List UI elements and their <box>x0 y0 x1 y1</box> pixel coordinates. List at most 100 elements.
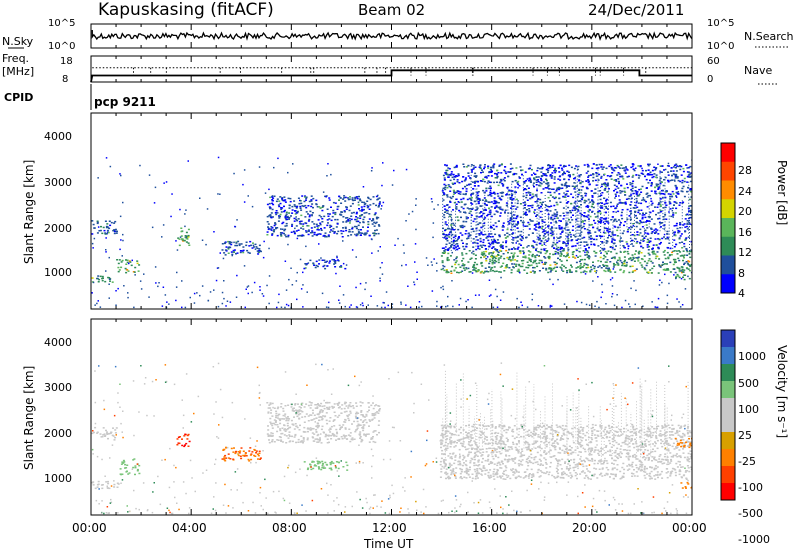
range-cell <box>161 305 164 307</box>
range-cell <box>459 225 462 227</box>
range-cell <box>537 305 540 307</box>
range-cell <box>300 435 303 437</box>
range-cell <box>234 244 237 247</box>
range-cell <box>279 233 282 236</box>
range-cell <box>592 280 594 282</box>
range-cell <box>641 169 644 172</box>
range-cell <box>495 270 498 272</box>
range-cell <box>531 196 534 199</box>
range-cell <box>587 166 590 168</box>
range-cell <box>686 181 689 183</box>
range-cell <box>681 270 684 272</box>
freq-tick-top: 18 <box>60 56 73 67</box>
range-cell <box>379 280 381 282</box>
range-cell <box>545 178 548 180</box>
range-cell <box>689 223 692 225</box>
range-cell <box>112 229 114 232</box>
range-cell <box>473 185 476 187</box>
range-cell <box>563 184 566 187</box>
range-cell <box>605 217 608 219</box>
range-cell <box>689 175 692 178</box>
range-cell <box>97 281 100 283</box>
range-cell <box>658 264 661 266</box>
range-cell <box>637 260 640 262</box>
range-cell <box>489 211 492 213</box>
range-cell <box>631 163 634 165</box>
range-cell <box>367 205 370 208</box>
range-cell <box>441 247 444 249</box>
range-cell <box>329 427 332 430</box>
range-cell <box>511 180 514 183</box>
range-cell <box>501 247 504 249</box>
range-cell <box>570 236 572 238</box>
range-cell <box>271 208 274 211</box>
range-cell <box>549 210 552 212</box>
range-cell <box>371 167 373 169</box>
range-cell <box>645 169 647 172</box>
range-cell <box>493 181 496 184</box>
range-cell <box>512 254 515 256</box>
range-cell <box>187 234 190 237</box>
range-cell <box>482 239 485 241</box>
range-cell <box>655 176 658 178</box>
range-cell <box>270 212 273 214</box>
range-cell <box>433 208 435 210</box>
range-cell <box>597 260 600 262</box>
range-cell <box>302 228 305 230</box>
range-cell <box>616 235 619 237</box>
range-cell <box>658 179 661 182</box>
range-cell <box>528 223 531 226</box>
range-cell <box>365 421 368 424</box>
range-cell <box>229 301 232 303</box>
range-cell <box>273 224 276 227</box>
range-cell <box>656 255 659 258</box>
range-cell <box>372 202 375 205</box>
range-cell <box>474 180 477 183</box>
range-cell <box>316 407 319 409</box>
range-cell <box>587 255 590 257</box>
range-cell <box>558 227 561 229</box>
range-cell <box>528 258 531 260</box>
range-cell <box>658 202 660 204</box>
range-cell <box>473 241 476 244</box>
range-cell <box>629 306 631 308</box>
range-cell <box>566 190 569 192</box>
range-cell <box>370 295 372 297</box>
range-cell <box>469 177 472 180</box>
range-cell <box>446 173 449 176</box>
range-cell <box>529 164 532 167</box>
range-cell <box>223 252 226 254</box>
range-cell <box>562 195 565 198</box>
range-cell <box>92 484 95 486</box>
range-cell <box>605 261 608 263</box>
range-cell <box>516 227 519 229</box>
range-cell <box>611 216 614 218</box>
range-cell <box>148 296 150 298</box>
range-cell <box>537 180 540 183</box>
range-cell <box>279 202 282 205</box>
range-cell <box>354 430 357 433</box>
range-cell <box>355 413 358 415</box>
range-cell <box>657 183 660 186</box>
range-cell <box>664 257 667 260</box>
range-cell <box>333 425 336 427</box>
range-cell <box>567 242 569 244</box>
range-cell <box>573 188 576 190</box>
range-cell <box>600 177 603 179</box>
range-cell <box>292 163 294 165</box>
range-cell <box>551 269 554 271</box>
range-cell <box>342 434 345 436</box>
range-cell <box>312 197 315 200</box>
range-cell <box>316 206 319 208</box>
range-cell <box>492 164 495 167</box>
range-cell <box>664 273 666 276</box>
range-cell <box>618 195 620 197</box>
range-cell <box>449 190 452 192</box>
range-cell <box>131 259 133 262</box>
range-cell <box>637 165 640 167</box>
range-cell <box>358 434 361 436</box>
range-cell <box>517 230 520 233</box>
range-cell <box>258 452 261 455</box>
range-cell <box>287 243 289 246</box>
range-cell <box>323 415 326 418</box>
